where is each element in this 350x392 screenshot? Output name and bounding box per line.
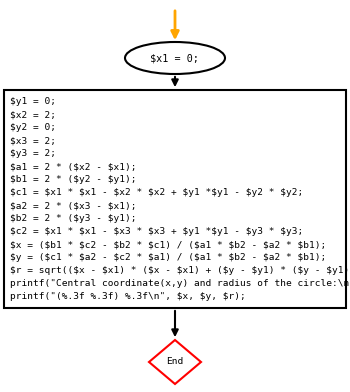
Text: $x1 = 0;: $x1 = 0; <box>150 53 200 63</box>
Bar <box>4 90 346 308</box>
Text: $c1 = $x1 * $x1 - $x2 * $x2 + $y1 *$y1 - $y2 * $y2;: $c1 = $x1 * $x1 - $x2 * $x2 + $y1 *$y1 -… <box>10 188 303 197</box>
Text: $y3 = 2;: $y3 = 2; <box>10 149 56 158</box>
Text: printf("Central coordinate(x,y) and radius of the circle:\n");: printf("Central coordinate(x,y) and radi… <box>10 279 350 288</box>
Text: $y1 = 0;: $y1 = 0; <box>10 97 56 106</box>
Text: $a1 = 2 * ($x2 - $x1);: $a1 = 2 * ($x2 - $x1); <box>10 162 136 171</box>
Text: $x2 = 2;: $x2 = 2; <box>10 110 56 119</box>
Text: $r = sqrt(($x - $x1) * ($x - $x1) + ($y - $y1) * ($y - $y1));: $r = sqrt(($x - $x1) * ($x - $x1) + ($y … <box>10 266 350 275</box>
Text: $y = ($c1 * $a2 - $c2 * $a1) / ($a1 * $b2 - $a2 * $b1);: $y = ($c1 * $a2 - $c2 * $a1) / ($a1 * $b… <box>10 253 326 262</box>
Text: printf("(%.3f %.3f) %.3f\n", $x, $y, $r);: printf("(%.3f %.3f) %.3f\n", $x, $y, $r)… <box>10 292 246 301</box>
Text: $b1 = 2 * ($y2 - $y1);: $b1 = 2 * ($y2 - $y1); <box>10 175 136 184</box>
Text: $y2 = 0;: $y2 = 0; <box>10 123 56 132</box>
Text: $b2 = 2 * ($y3 - $y1);: $b2 = 2 * ($y3 - $y1); <box>10 214 136 223</box>
Text: $a2 = 2 * ($x3 - $x1);: $a2 = 2 * ($x3 - $x1); <box>10 201 136 210</box>
Text: $x3 = 2;: $x3 = 2; <box>10 136 56 145</box>
Text: $x = ($b1 * $c2 - $b2 * $c1) / ($a1 * $b2 - $a2 * $b1);: $x = ($b1 * $c2 - $b2 * $c1) / ($a1 * $b… <box>10 240 326 249</box>
Text: End: End <box>166 358 184 367</box>
Ellipse shape <box>125 42 225 74</box>
Polygon shape <box>149 340 201 384</box>
Text: $c2 = $x1 * $x1 - $x3 * $x3 + $y1 *$y1 - $y3 * $y3;: $c2 = $x1 * $x1 - $x3 * $x3 + $y1 *$y1 -… <box>10 227 303 236</box>
